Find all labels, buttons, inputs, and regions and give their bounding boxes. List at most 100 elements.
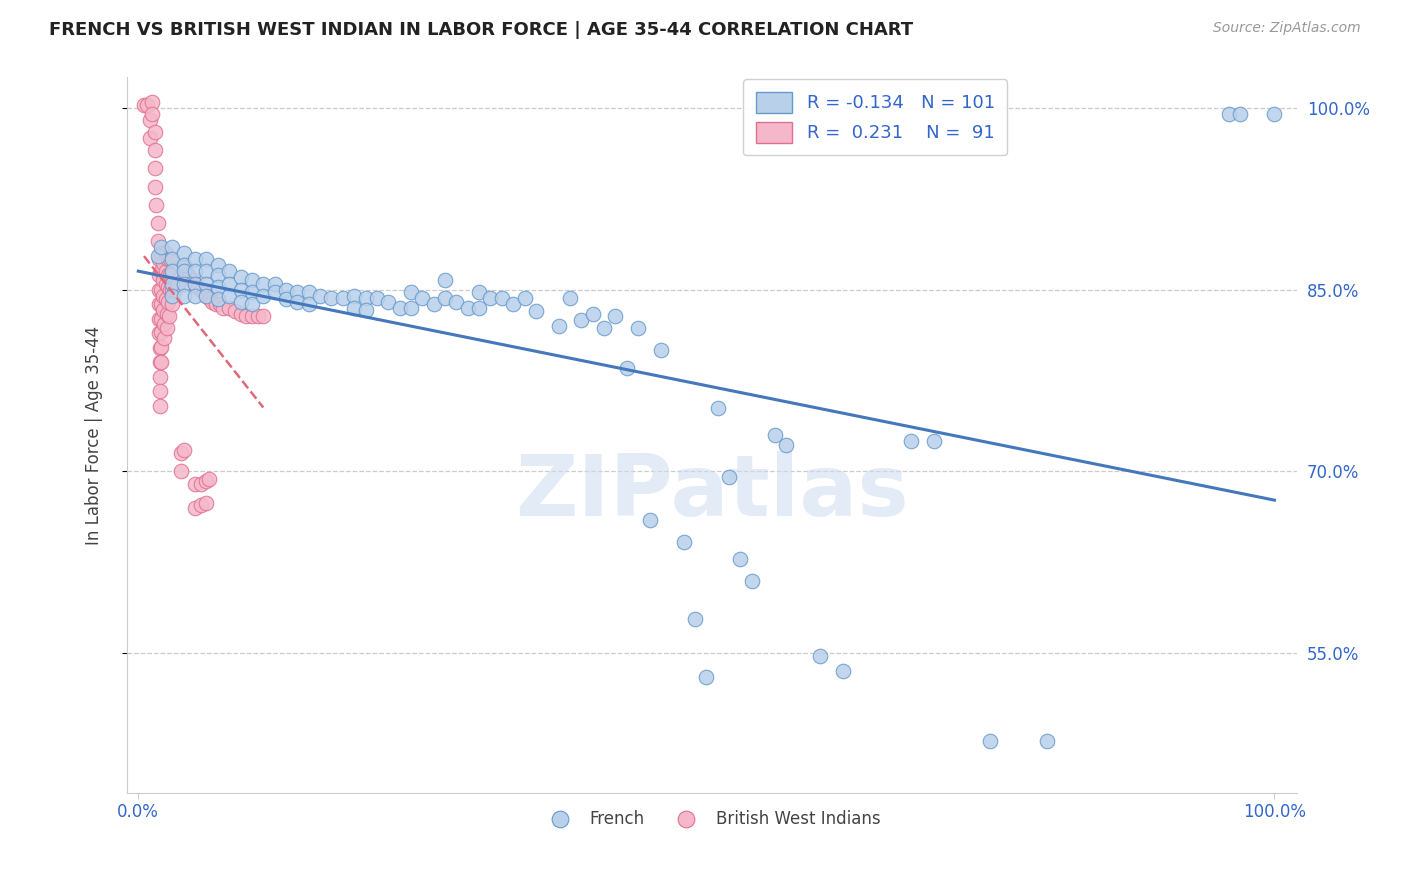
Point [547,318,569,333]
Point [152,303,174,318]
Point [218,277,240,291]
Point [148,252,170,267]
Point [174,264,197,278]
Point [229,270,252,285]
Text: Source: ZipAtlas.com: Source: ZipAtlas.com [1213,21,1361,36]
Point [321,291,343,305]
Point [173,442,195,457]
Point [672,534,695,549]
Point [159,252,181,267]
Point [229,294,252,309]
Point [411,291,433,305]
Point [156,307,179,321]
Point [148,268,170,282]
Text: ZIPatlas: ZIPatlas [515,450,908,533]
Point [207,268,229,282]
Point [184,264,207,278]
Point [730,551,752,566]
Point [155,293,177,307]
Point [148,297,170,311]
Point [571,313,593,327]
Point [775,438,797,452]
Legend: French, British West Indians: French, British West Indians [536,803,887,834]
Point [138,112,160,127]
Point [207,293,229,307]
Point [150,264,173,278]
Point [240,310,263,324]
Point [224,304,246,318]
Point [457,301,479,315]
Point [159,283,181,297]
Point [181,273,204,287]
Point [195,496,218,510]
Point [285,294,308,309]
Point [150,355,173,369]
Point [162,264,184,278]
Point [184,500,207,515]
Point [163,283,186,297]
Point [524,304,547,318]
Point [285,285,308,299]
Point [229,307,252,321]
Point [156,280,179,294]
Point [195,288,218,302]
Point [190,499,212,513]
Point [143,161,166,176]
Point [1218,107,1240,121]
Point [1229,107,1251,121]
Point [683,612,706,626]
Point [150,311,173,326]
Point [162,283,184,297]
Point [399,285,422,299]
Point [354,291,377,305]
Point [434,291,457,305]
Point [343,288,366,302]
Point [513,291,536,305]
Point [274,293,297,307]
Point [195,474,218,488]
Point [831,665,853,679]
Point [155,246,177,260]
Point [900,434,922,449]
Point [170,464,193,478]
Point [173,288,195,302]
Point [162,268,184,282]
Point [377,294,399,309]
Point [167,277,190,291]
Point [582,307,605,321]
Point [153,317,176,331]
Point [309,288,332,302]
Point [468,285,491,299]
Point [593,321,616,335]
Point [184,288,207,302]
Point [186,280,208,294]
Point [388,301,411,315]
Point [150,340,173,354]
Point [150,240,173,254]
Point [156,321,179,335]
Point [152,273,174,287]
Point [491,291,513,305]
Point [152,256,174,270]
Point [252,277,274,291]
Point [763,428,786,442]
Point [149,369,172,384]
Point [149,384,172,399]
Point [149,399,172,413]
Point [695,671,717,685]
Point [263,285,285,299]
Point [184,476,207,491]
Point [422,297,444,311]
Point [150,297,173,311]
Point [558,291,581,305]
Point [1263,107,1285,121]
Point [148,283,170,297]
Point [184,277,207,291]
Point [190,283,212,297]
Point [143,143,166,157]
Point [627,321,650,335]
Point [246,310,269,324]
Point [143,179,166,194]
Point [650,343,672,358]
Point [298,285,321,299]
